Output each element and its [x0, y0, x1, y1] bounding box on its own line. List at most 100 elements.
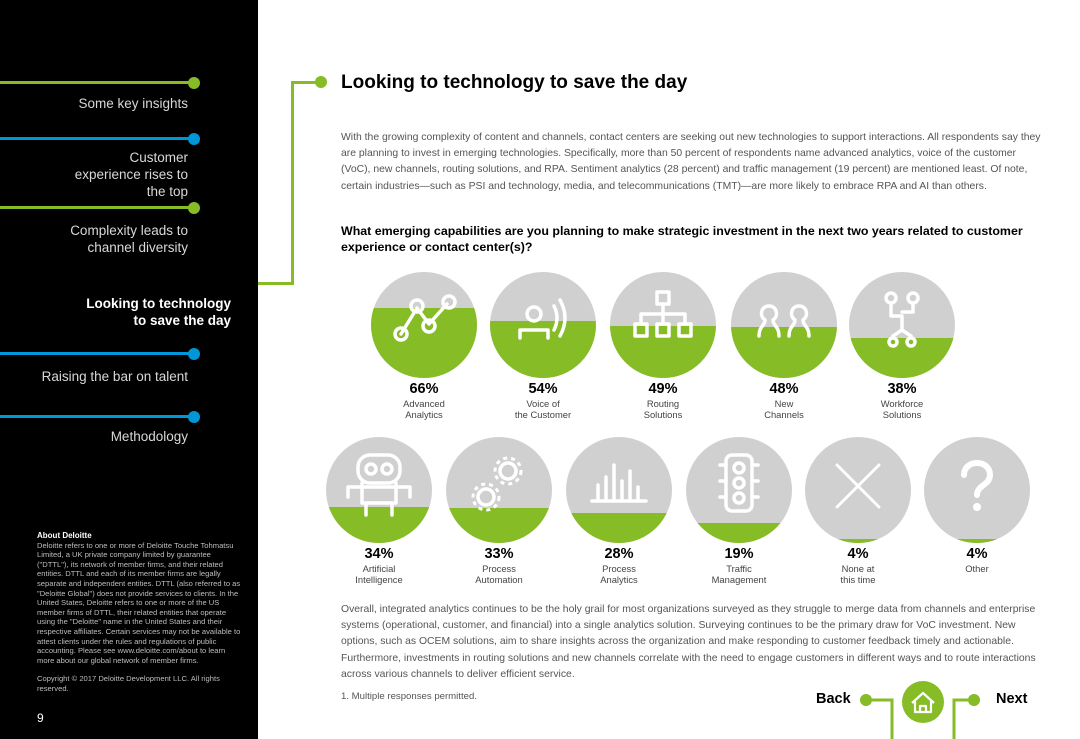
capability-stat: 66% Advanced Analytics — [364, 381, 484, 420]
capability-percent: 4% — [847, 546, 869, 562]
nav-dot — [188, 348, 200, 360]
nav-divider — [0, 352, 192, 355]
about-title: About Deloitte — [37, 531, 92, 540]
capability-stat: 28% Process Analytics — [559, 546, 679, 585]
sidebar-item-complexity[interactable]: Complexity leads to channel diversity — [70, 223, 188, 255]
capability-stat: 48% New Channels — [724, 381, 844, 420]
capability-label: Intelligence — [355, 574, 403, 585]
nav-divider — [0, 415, 192, 418]
capability-fill — [446, 508, 552, 543]
sidebar-item-talent[interactable]: Raising the bar on talent — [41, 369, 188, 384]
capability-percent: 28% — [604, 546, 634, 562]
capability-label: Management — [711, 574, 767, 585]
home-icon[interactable] — [902, 681, 944, 723]
nav-divider — [0, 137, 192, 140]
capability-stat: 54% Voice of the Customer — [483, 381, 603, 420]
capability-label: Process — [602, 563, 636, 574]
capability-label: Solutions — [882, 409, 922, 420]
nav-dot — [188, 202, 200, 214]
routing-tree-icon — [633, 290, 693, 338]
capability-fill — [805, 538, 911, 543]
active-connector — [291, 81, 294, 285]
capability-label: None at — [841, 563, 875, 574]
capability-circle — [326, 437, 432, 543]
sidebar: Some key insights Customer experience ri… — [0, 0, 258, 739]
capability-label: Automation — [475, 574, 523, 585]
capability-percent: 48% — [769, 381, 799, 397]
nav-divider — [0, 206, 192, 209]
page-number: 9 — [37, 711, 44, 725]
capability-percent: 38% — [887, 381, 917, 397]
capability-stat: 49% Routing Solutions — [603, 381, 723, 420]
capability-label: Analytics — [405, 409, 443, 420]
back-button[interactable]: Back — [816, 691, 851, 707]
capability-circle — [490, 272, 596, 378]
active-connector — [291, 81, 318, 84]
capability-circle — [566, 437, 672, 543]
capability-label: Other — [965, 563, 989, 574]
capability-circle — [686, 437, 792, 543]
robot-icon — [346, 453, 412, 517]
capability-stat: 4% None at this time — [798, 546, 918, 585]
capability-stat: 19% Traffic Management — [679, 546, 799, 585]
copyright: Copyright © 2017 Deloitte Development LL… — [37, 674, 220, 693]
capability-circle — [849, 272, 955, 378]
capability-percent: 33% — [484, 546, 514, 562]
nav-divider — [0, 81, 192, 84]
capability-circle — [610, 272, 716, 378]
capability-label: Traffic — [726, 563, 752, 574]
capability-percent: 34% — [364, 546, 394, 562]
capability-circle — [924, 437, 1030, 543]
capability-percent: 66% — [409, 381, 439, 397]
capability-circle — [446, 437, 552, 543]
capability-fill — [849, 337, 955, 378]
question-mark-icon — [961, 460, 994, 511]
next-button[interactable]: Next — [996, 691, 1028, 707]
capability-label: Solutions — [643, 409, 683, 420]
capability-fill — [326, 506, 432, 543]
sidebar-item-customer-experience[interactable]: Customer experience rises to the top — [74, 150, 188, 199]
traffic-light-icon — [718, 453, 760, 513]
survey-question: What emerging capabilities are you plann… — [341, 224, 1023, 254]
capability-circle — [731, 272, 837, 378]
about-text: Deloitte refers to one or more of Deloit… — [37, 540, 241, 665]
x-icon — [835, 463, 881, 509]
nav-dot — [188, 133, 200, 145]
about-deloitte: About Deloitte Deloitte refers to one or… — [37, 531, 242, 665]
capability-percent: 4% — [966, 546, 988, 562]
analytics-network-icon — [393, 294, 457, 342]
capability-percent: 54% — [528, 381, 558, 397]
capability-circle — [805, 437, 911, 543]
title-dot — [315, 76, 327, 88]
capability-stat: 33% Process Automation — [439, 546, 559, 585]
capability-label: Channels — [764, 409, 804, 420]
capability-stat: 4% Other — [917, 546, 1037, 574]
capability-fill — [566, 513, 672, 543]
capability-label: Workforce — [880, 398, 924, 409]
nav-dot — [188, 411, 200, 423]
capability-fill — [731, 327, 837, 378]
body-paragraph: Overall, integrated analytics continues … — [341, 604, 1036, 680]
capability-percent: 49% — [648, 381, 678, 397]
nav-controls — [860, 681, 980, 739]
capability-fill — [924, 538, 1030, 543]
sidebar-item-methodology[interactable]: Methodology — [110, 429, 188, 444]
voice-speaker-icon — [518, 298, 567, 340]
capability-label: Advanced — [403, 398, 445, 409]
capability-label: Analytics — [600, 574, 638, 585]
sidebar-item-key-insights[interactable]: Some key insights — [78, 96, 188, 111]
capability-stat: 38% Workforce Solutions — [842, 381, 962, 420]
footnote: 1. Multiple responses permitted. — [341, 691, 477, 702]
sidebar-item-technology-active[interactable]: Looking to technology to save the day — [86, 296, 231, 328]
capability-label: New — [774, 398, 794, 409]
capability-percent: 19% — [724, 546, 754, 562]
nav-dot — [188, 77, 200, 89]
capability-label: the Customer — [514, 409, 572, 420]
capability-label: Process — [482, 563, 516, 574]
gears-icon — [471, 456, 523, 512]
capability-fill — [686, 522, 792, 543]
page-title: Looking to technology to save the day — [341, 72, 688, 93]
capability-circle — [371, 272, 477, 378]
capability-label: Voice of — [526, 398, 560, 409]
bar-chart-icon — [590, 463, 648, 503]
